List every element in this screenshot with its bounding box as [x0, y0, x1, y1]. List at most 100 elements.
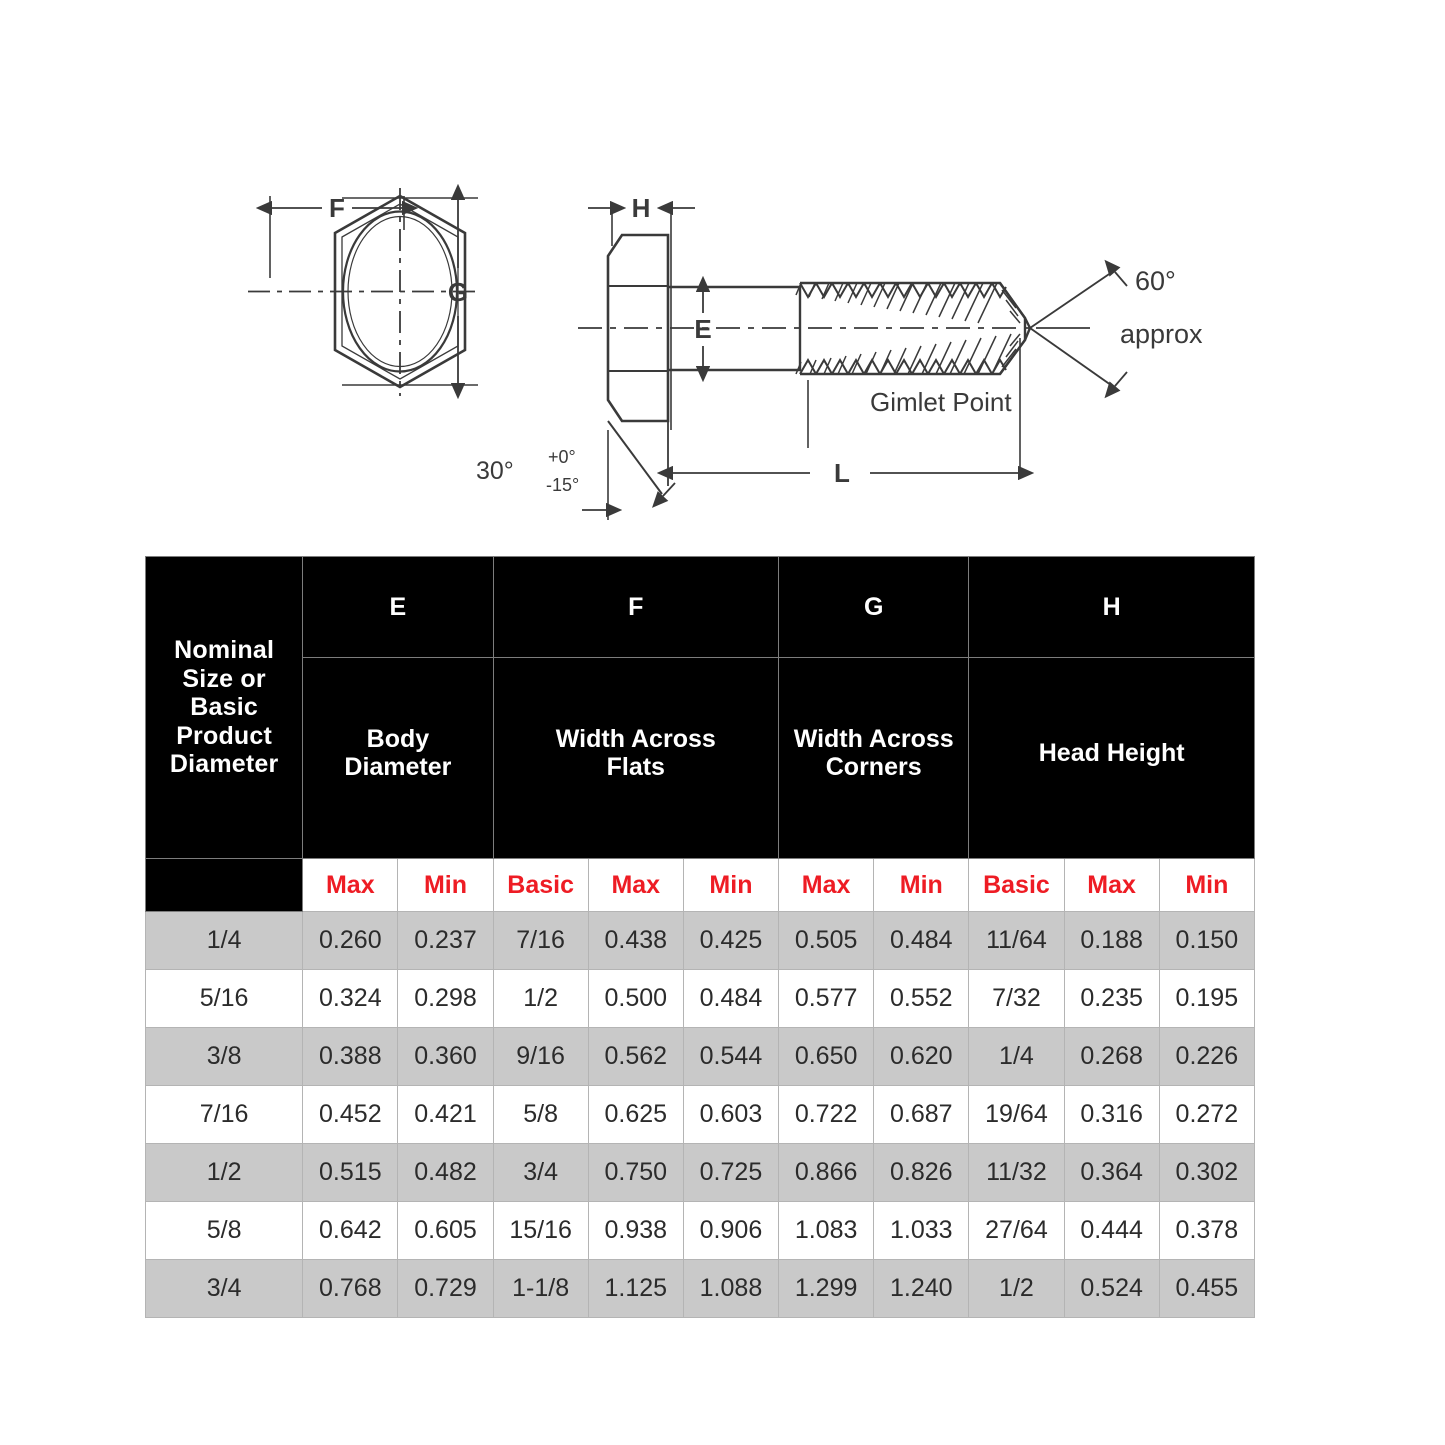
row-nominal-size: 7/16	[144, 1085, 304, 1144]
point-angle-callout: 60° approx	[1029, 259, 1203, 399]
group-letter-G: G	[778, 556, 970, 658]
nominal-header-line-3: Basic	[190, 693, 258, 722]
nominal-header-line-1: Nominal	[174, 636, 275, 665]
group-name-width-across-corners: Width Across Corners	[778, 657, 970, 859]
row-H-basic: 19/64	[968, 1085, 1065, 1144]
row-E-max: 0.324	[302, 969, 399, 1028]
subheader-E-max: Max	[302, 858, 399, 912]
row-nominal-size: 3/8	[144, 1027, 304, 1086]
dimension-table: Nominal Size or Basic Product Diameter E…	[144, 556, 1256, 1318]
table-row: 5/8 0.642 0.605 15/16 0.938 0.906 1.083 …	[144, 1201, 1256, 1260]
row-G-min: 1.240	[873, 1259, 970, 1318]
dimension-H: H	[588, 193, 695, 430]
engineering-drawing: F G H	[230, 168, 1230, 533]
row-F-basic: 3/4	[492, 1143, 589, 1202]
row-G-max: 1.299	[778, 1259, 875, 1318]
chamfer-angle-label: 30°	[476, 457, 514, 485]
gimlet-point-label: Gimlet Point	[870, 387, 1012, 417]
drawing-canvas: F G H	[248, 183, 1203, 520]
group-name-F-line-1: Width Across	[555, 725, 716, 753]
row-F-max: 0.500	[587, 969, 684, 1028]
group-letter-E: E	[302, 556, 494, 658]
row-G-min: 0.484	[873, 911, 970, 970]
subheader-corner-cell	[144, 858, 304, 912]
row-G-min: 1.033	[873, 1201, 970, 1260]
row-G-min: 0.687	[873, 1085, 970, 1144]
row-H-basic: 1/2	[968, 1259, 1065, 1318]
row-E-min: 0.421	[397, 1085, 494, 1144]
nominal-header-line-5: Diameter	[169, 750, 279, 779]
row-nominal-size: 1/4	[144, 911, 304, 970]
row-F-min: 0.544	[682, 1027, 780, 1086]
row-E-max: 0.515	[302, 1143, 399, 1202]
row-H-min: 0.195	[1158, 969, 1256, 1028]
row-H-max: 0.316	[1063, 1085, 1160, 1144]
row-F-min: 0.425	[682, 911, 780, 970]
row-E-min: 0.237	[397, 911, 494, 970]
table-row: 7/16 0.452 0.421 5/8 0.625 0.603 0.722 0…	[144, 1085, 1256, 1144]
row-E-min: 0.298	[397, 969, 494, 1028]
row-F-max: 0.438	[587, 911, 684, 970]
row-E-min: 0.605	[397, 1201, 494, 1260]
row-nominal-size: 3/4	[144, 1259, 304, 1318]
row-H-min: 0.150	[1158, 911, 1256, 970]
row-G-min: 0.826	[873, 1143, 970, 1202]
subheader-F-max: Max	[587, 858, 684, 912]
nominal-header-line-4: Product	[176, 721, 273, 750]
row-nominal-size: 5/8	[144, 1201, 304, 1260]
row-F-min: 1.088	[682, 1259, 780, 1318]
dim-label-F: F	[329, 193, 345, 223]
subheader-F-min: Min	[682, 858, 780, 912]
row-G-min: 0.552	[873, 969, 970, 1028]
row-H-max: 0.235	[1063, 969, 1160, 1028]
row-H-basic: 27/64	[968, 1201, 1065, 1260]
table-body: 1/4 0.260 0.237 7/16 0.438 0.425 0.505 0…	[144, 911, 1256, 1318]
group-letter-row: Nominal Size or Basic Product Diameter E…	[144, 556, 1255, 859]
row-E-max: 0.260	[302, 911, 399, 970]
group-name-body-diameter: Body Diameter	[302, 657, 494, 859]
row-H-min: 0.302	[1158, 1143, 1256, 1202]
row-H-min: 0.378	[1158, 1201, 1256, 1260]
row-G-max: 0.505	[778, 911, 875, 970]
chamfer-callout: 30° +0° -15°	[476, 420, 676, 520]
table-row: 1/4 0.260 0.237 7/16 0.438 0.425 0.505 0…	[144, 911, 1256, 970]
row-E-max: 0.388	[302, 1027, 399, 1086]
subheader-F-basic: Basic	[492, 858, 589, 912]
row-E-max: 0.768	[302, 1259, 399, 1318]
dimension-F: F	[255, 193, 419, 278]
row-F-max: 0.938	[587, 1201, 684, 1260]
row-H-basic: 1/4	[968, 1027, 1065, 1086]
subheader-G-max: Max	[778, 858, 875, 912]
dimension-G: G	[342, 183, 478, 400]
row-F-basic: 5/8	[492, 1085, 589, 1144]
nominal-size-header: Nominal Size or Basic Product Diameter	[144, 556, 304, 859]
dimension-E: E	[694, 275, 712, 383]
row-F-basic: 1/2	[492, 969, 589, 1028]
group-name-G-line-2: Corners	[825, 753, 922, 781]
row-H-min: 0.226	[1158, 1027, 1256, 1086]
row-F-min: 0.603	[682, 1085, 780, 1144]
dimension-L: L	[656, 338, 1035, 488]
point-angle-note: approx	[1120, 319, 1203, 349]
row-G-max: 0.577	[778, 969, 875, 1028]
group-letter-H: H	[968, 556, 1255, 658]
row-F-min: 0.484	[682, 969, 780, 1028]
row-E-max: 0.452	[302, 1085, 399, 1144]
row-nominal-size: 1/2	[144, 1143, 304, 1202]
group-name-F-line-2: Flats	[606, 753, 665, 781]
table-head: Nominal Size or Basic Product Diameter E…	[144, 556, 1256, 912]
group-name-head-height: Head Height	[968, 657, 1255, 859]
point-angle-label: 60°	[1135, 266, 1176, 296]
row-E-min: 0.360	[397, 1027, 494, 1086]
group-name-E-line-1: Body	[366, 725, 430, 753]
row-H-min: 0.272	[1158, 1085, 1256, 1144]
subheader-H-min: Min	[1158, 858, 1256, 912]
subheader-row: Max Min Basic Max Min Max Min Basic Max …	[144, 858, 1256, 912]
row-F-min: 0.725	[682, 1143, 780, 1202]
gimlet-point-callout: Gimlet Point	[870, 387, 1012, 417]
row-G-max: 0.650	[778, 1027, 875, 1086]
row-F-basic: 7/16	[492, 911, 589, 970]
group-name-G-line-1: Width Across	[793, 725, 954, 753]
subheader-H-basic: Basic	[968, 858, 1065, 912]
dim-label-L: L	[834, 458, 850, 488]
